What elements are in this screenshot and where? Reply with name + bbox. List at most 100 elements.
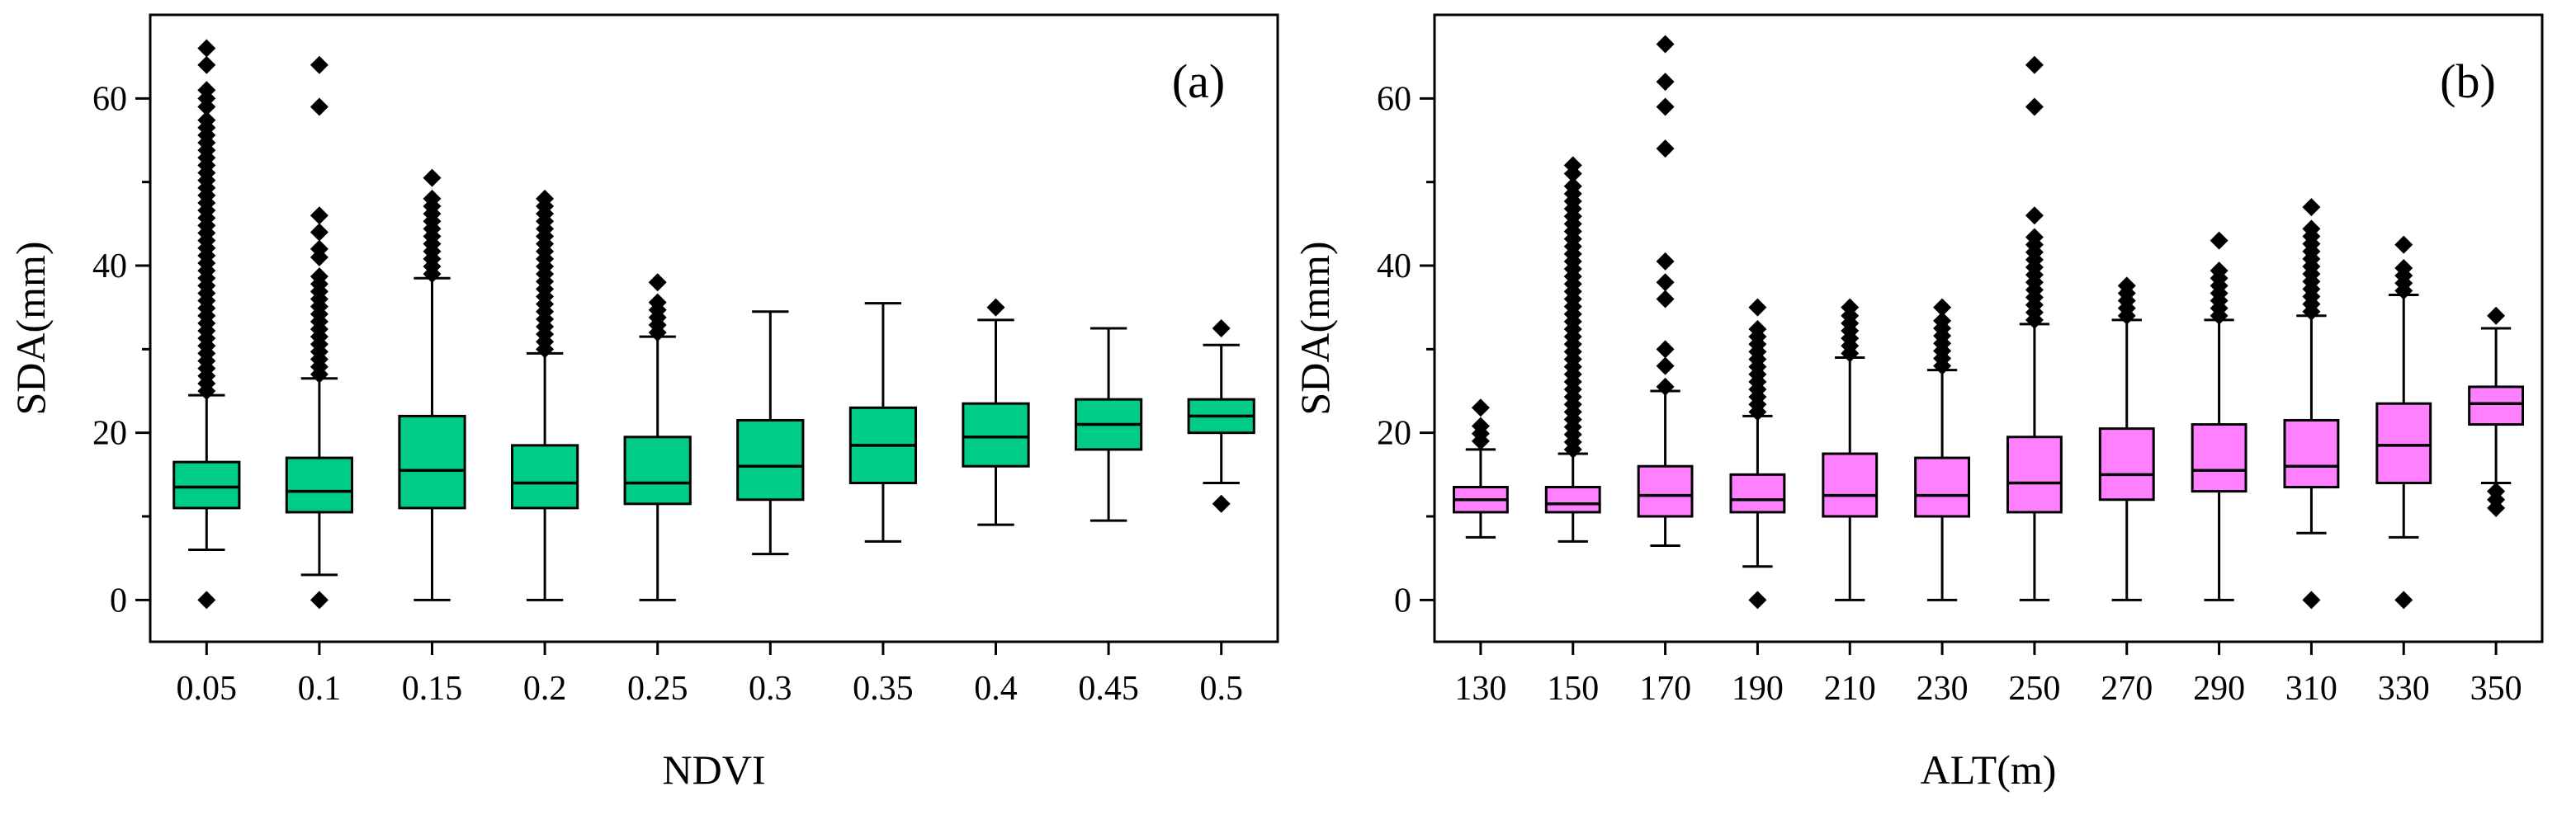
x-tick-label: 0.4 xyxy=(974,670,1018,708)
x-tick-label: 270 xyxy=(2101,670,2153,708)
box-190 xyxy=(1729,298,1786,610)
box-0.15 xyxy=(398,168,466,601)
outlier-point xyxy=(1748,298,1767,317)
outlier-point xyxy=(2394,259,2413,278)
outlier-point xyxy=(310,97,328,116)
y-tick-label: 20 xyxy=(92,415,127,453)
outlier-point xyxy=(1656,73,1675,92)
box-0.5 xyxy=(1187,319,1255,513)
x-tick-label: 210 xyxy=(1824,670,1876,708)
outlier-point xyxy=(1933,298,1952,317)
box-210 xyxy=(1822,298,1879,601)
outlier-point xyxy=(310,223,328,242)
panel-b: 0 20 40 60 130 150 170 190 210 230 250 270 290 310 330… xyxy=(1292,13,2544,793)
x-axis-label: ALT(m) xyxy=(1921,747,2057,793)
iqr-box xyxy=(962,402,1030,468)
box-170 xyxy=(1637,35,1694,547)
outlier-point xyxy=(310,206,328,225)
iqr-box xyxy=(2191,423,2248,493)
iqr-box xyxy=(2375,402,2432,484)
iqr-box xyxy=(510,444,579,510)
panel-label: (b) xyxy=(2440,54,2496,108)
box-0.4 xyxy=(962,298,1030,526)
box-0.05 xyxy=(173,39,241,610)
outlier-point xyxy=(1656,377,1675,396)
outlier-point xyxy=(197,591,216,610)
y-axis-label: SDA(mm) xyxy=(1292,241,1338,415)
x-tick-label: 350 xyxy=(2470,670,2522,708)
iqr-box xyxy=(285,456,354,514)
outlier-point xyxy=(2302,591,2321,610)
iqr-box xyxy=(1729,473,1786,514)
x-tick-label: 190 xyxy=(1732,670,1784,708)
outlier-point xyxy=(1656,97,1675,116)
box-0.35 xyxy=(848,302,918,543)
outlier-point xyxy=(986,298,1005,317)
outlier-point xyxy=(2025,55,2044,74)
x-tick-label: 0.15 xyxy=(402,670,463,708)
iqr-box xyxy=(2283,418,2340,489)
x-tick-label: 0.45 xyxy=(1078,670,1139,708)
iqr-box xyxy=(1544,486,1601,514)
outlier-point xyxy=(2025,206,2044,225)
iqr-box xyxy=(2098,427,2155,502)
outlier-point xyxy=(1748,320,1767,339)
box-0.3 xyxy=(736,310,805,556)
outlier-point xyxy=(1656,252,1675,271)
x-tick-label: 290 xyxy=(2193,670,2245,708)
outlier-point xyxy=(197,39,216,58)
outlier-point xyxy=(2025,97,2044,116)
x-tick-label: 250 xyxy=(2008,670,2060,708)
outlier-point xyxy=(1656,290,1675,309)
outlier-point xyxy=(1656,273,1675,292)
outlier-point xyxy=(310,267,328,286)
x-tick-label: 330 xyxy=(2378,670,2430,708)
outlier-point xyxy=(2302,219,2321,238)
box-250 xyxy=(2006,55,2063,601)
outlier-point xyxy=(197,81,216,100)
x-tick-label: 0.2 xyxy=(523,670,567,708)
iqr-box xyxy=(1914,456,1971,518)
outlier-point xyxy=(2210,231,2229,250)
box-130 xyxy=(1452,398,1509,539)
y-tick-label: 60 xyxy=(1377,80,1411,118)
y-tick-label: 40 xyxy=(92,247,127,285)
outlier-point xyxy=(310,55,328,74)
iqr-box xyxy=(2468,385,2525,426)
outlier-point xyxy=(1212,494,1231,513)
outlier-point xyxy=(536,189,555,208)
box-0.45 xyxy=(1074,327,1143,522)
outlier-point xyxy=(1212,319,1231,337)
outlier-point xyxy=(1656,139,1675,158)
box-270 xyxy=(2098,276,2155,601)
outlier-point xyxy=(1563,156,1582,175)
box-0.1 xyxy=(285,55,354,610)
outlier-point xyxy=(2487,306,2506,325)
iqr-box xyxy=(1637,464,1694,518)
box-290 xyxy=(2191,231,2248,601)
x-tick-label: 310 xyxy=(2285,670,2337,708)
iqr-box xyxy=(173,460,241,510)
box-310 xyxy=(2283,198,2340,610)
box-330 xyxy=(2375,235,2432,610)
outlier-point xyxy=(197,55,216,74)
outlier-point xyxy=(1656,340,1675,359)
x-tick-label: 0.3 xyxy=(749,670,792,708)
outlier-point xyxy=(2302,198,2321,217)
outlier-point xyxy=(1841,298,1860,317)
y-tick-label: 20 xyxy=(1377,415,1411,453)
outlier-point xyxy=(197,111,216,130)
y-axis-label: SDA(mm) xyxy=(7,241,54,415)
box-0.2 xyxy=(510,189,579,601)
iqr-box xyxy=(736,418,805,502)
y-tick-label: 0 xyxy=(1394,582,1411,619)
outlier-point xyxy=(1656,35,1675,54)
iqr-box xyxy=(1822,452,1879,518)
outlier-point xyxy=(2210,261,2229,280)
outlier-point xyxy=(2487,482,2506,501)
y-tick-label: 60 xyxy=(92,80,127,118)
x-tick-label: 0.35 xyxy=(853,670,914,708)
outlier-point xyxy=(648,293,667,312)
plot-frame xyxy=(1433,13,2544,643)
